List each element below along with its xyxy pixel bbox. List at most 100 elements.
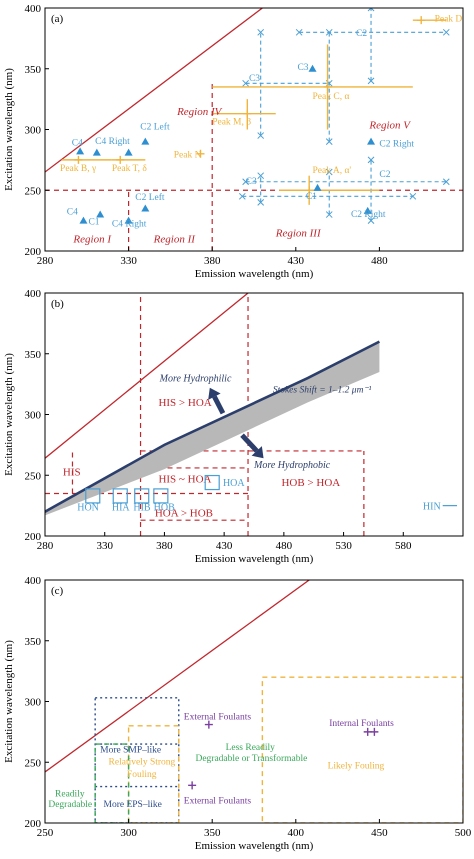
fouling-label: External Foulants	[184, 713, 252, 723]
point-label: Peak N	[174, 150, 202, 160]
x-tick-label: 580	[395, 540, 412, 552]
fouling-label: More EPS–like	[104, 800, 162, 810]
region-label: Region IV	[176, 106, 223, 118]
x-tick-label: 480	[371, 255, 388, 267]
plot-frame	[44, 579, 464, 824]
panel-a: Region I Region II Region III Region IV Regi…	[3, 3, 464, 280]
hin-label: HIN	[423, 502, 441, 513]
fouling-label: Less Readily	[226, 743, 276, 753]
foulant-marker	[204, 720, 213, 729]
point-label: C2 Left	[140, 122, 170, 133]
x-tick-label: 250	[37, 827, 54, 839]
point-label: Peak D	[435, 14, 463, 24]
region-label: Region II	[153, 233, 197, 245]
x-marker	[325, 168, 333, 176]
orange-marker	[417, 16, 426, 25]
foulant-marker	[188, 781, 197, 790]
orange-marker	[243, 109, 252, 118]
point-label: C4 Right	[112, 220, 147, 230]
orange-marker	[196, 149, 205, 158]
fouling-label: Relatively Strong	[109, 758, 176, 768]
region-label: Region III	[275, 227, 322, 239]
region-rect	[261, 676, 463, 823]
y-tick-label: 200	[25, 531, 42, 543]
orange-marker	[323, 82, 332, 91]
foulant-marker	[370, 727, 379, 736]
x-axis-label: Emission wavelength (nm)	[195, 553, 314, 565]
y-tick-label: 400	[25, 288, 42, 300]
x-marker	[257, 132, 265, 139]
x-marker	[257, 28, 265, 36]
fouling-label: Internal Foulants	[329, 719, 394, 729]
hydro-arrow-shaft	[212, 395, 226, 415]
foulant-marker	[363, 727, 372, 736]
x-marker	[367, 217, 375, 224]
x-marker	[242, 79, 249, 87]
x-marker	[295, 28, 303, 36]
point-label: C3	[249, 74, 260, 84]
triangle-marker	[96, 210, 105, 218]
x-tick-label: 450	[371, 827, 388, 839]
fraction-region-label: HIS	[63, 466, 81, 478]
fraction-box-label: HIB	[133, 502, 151, 513]
y-tick-label: 400	[25, 575, 42, 587]
x-marker	[257, 172, 265, 180]
point-label: C2	[356, 29, 367, 39]
triangle-marker	[124, 148, 133, 156]
x-marker	[257, 199, 265, 206]
boundary-line	[45, 8, 263, 173]
x-tick-label: 400	[288, 827, 305, 839]
fraction-box	[112, 488, 128, 504]
triangle-marker	[308, 64, 317, 72]
hydro-arrow-head	[208, 387, 221, 400]
point-label: C3	[297, 63, 308, 73]
y-tick-label: 350	[25, 636, 42, 648]
y-axis-label: Excitation wavelength (nm)	[3, 68, 15, 191]
y-axis-label: Excitation wavelength (nm)	[3, 640, 15, 763]
y-tick-label: 250	[25, 470, 42, 482]
fraction-box-label: HON	[77, 502, 99, 513]
hydro-arrow-shaft	[240, 433, 259, 453]
fouling-label: Degradable or Transformable	[195, 753, 307, 764]
x-marker	[442, 178, 450, 186]
x-marker	[409, 192, 417, 200]
point-label: Peak M, β	[212, 118, 251, 128]
x-tick-label: 430	[216, 540, 233, 552]
region-rect	[94, 743, 130, 823]
x-tick-label: 500	[455, 827, 472, 839]
y-tick-label: 200	[25, 818, 42, 830]
point-label: C3	[246, 177, 257, 187]
point-label: C1	[88, 217, 99, 227]
x-marker	[238, 192, 246, 200]
hydro-label: More Hydrophobic	[253, 460, 331, 471]
fouling-label: More SMP–like	[100, 746, 161, 756]
fraction-region-label: HOA > HOB	[155, 508, 213, 520]
x-tick-label: 530	[335, 540, 352, 552]
triangle-marker	[363, 206, 372, 214]
triangle-marker	[367, 137, 376, 145]
stokes-upper-line	[45, 340, 380, 513]
x-marker	[325, 138, 333, 146]
fouling-label: Likely Fouling	[328, 761, 385, 771]
panel-c: External Foulants Internal Foulants More S…	[3, 575, 472, 852]
triangle-marker	[76, 147, 85, 155]
y-tick-label: 350	[25, 64, 42, 76]
x-tick-label: 380	[204, 255, 221, 267]
y-tick-label: 200	[25, 246, 42, 258]
region-label: Region I	[72, 233, 112, 245]
fraction-box	[134, 488, 150, 504]
y-tick-label: 300	[25, 697, 42, 709]
boundary-line	[45, 293, 249, 459]
y-tick-label: 400	[25, 3, 42, 15]
point-label: Peak T, δ	[112, 164, 148, 174]
plot-c	[45, 580, 463, 823]
point-label: Peak C, α	[313, 92, 350, 102]
fraction-box	[153, 488, 169, 504]
fouling-label: Degradable	[48, 800, 92, 810]
point-label: C1	[306, 192, 317, 202]
fouling-label: External Foulants	[184, 797, 252, 807]
point-label: C2 Right	[351, 210, 386, 220]
point-label: C4 Right	[95, 137, 130, 147]
y-tick-label: 300	[25, 125, 42, 137]
point-label: Peak A, α'	[313, 166, 352, 176]
